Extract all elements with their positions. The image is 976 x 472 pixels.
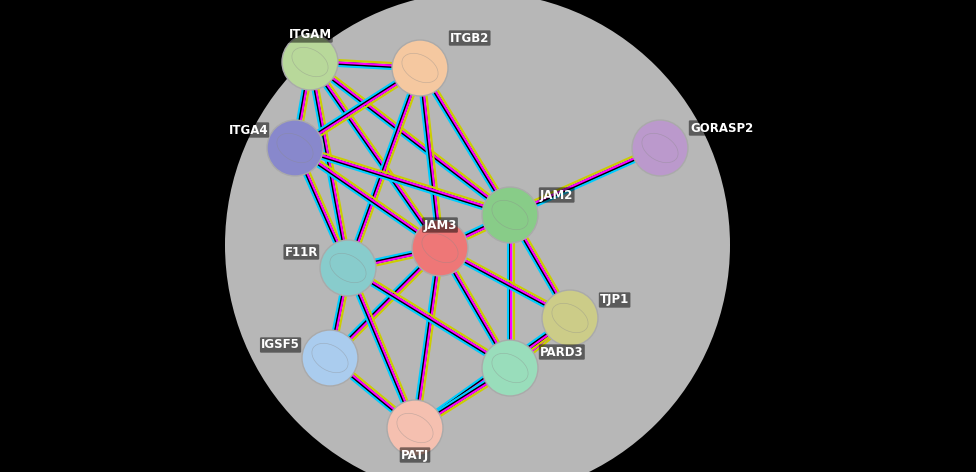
Ellipse shape xyxy=(302,330,358,386)
Ellipse shape xyxy=(267,120,323,176)
Ellipse shape xyxy=(482,187,538,243)
Ellipse shape xyxy=(282,34,338,90)
Text: TJP1: TJP1 xyxy=(600,294,630,306)
Ellipse shape xyxy=(387,400,443,456)
Text: GORASP2: GORASP2 xyxy=(690,121,753,135)
Ellipse shape xyxy=(542,290,598,346)
Text: JAM2: JAM2 xyxy=(540,188,573,202)
Ellipse shape xyxy=(392,40,448,96)
Text: PARD3: PARD3 xyxy=(540,346,584,359)
Ellipse shape xyxy=(632,120,688,176)
Ellipse shape xyxy=(482,340,538,396)
Text: ITGB2: ITGB2 xyxy=(450,32,489,44)
Ellipse shape xyxy=(412,220,468,276)
Ellipse shape xyxy=(225,0,730,472)
Text: F11R: F11R xyxy=(285,245,318,259)
Text: ITGAM: ITGAM xyxy=(289,28,332,42)
Ellipse shape xyxy=(320,240,376,296)
Text: IGSF5: IGSF5 xyxy=(262,338,300,352)
Text: ITGA4: ITGA4 xyxy=(228,124,268,136)
Text: JAM3: JAM3 xyxy=(424,219,457,231)
Text: PATJ: PATJ xyxy=(401,448,429,462)
